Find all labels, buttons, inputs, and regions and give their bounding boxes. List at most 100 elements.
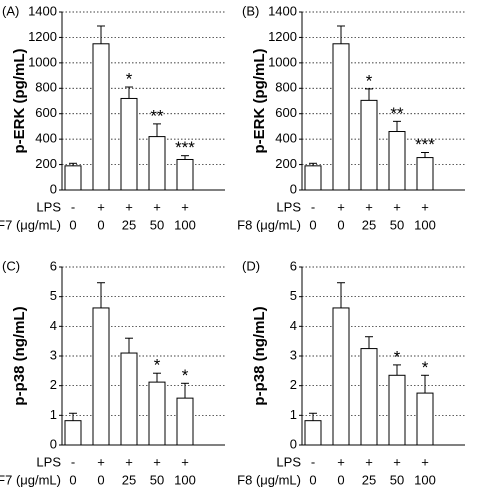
x-tick-label: 100 <box>174 472 196 487</box>
y-tick-label: 600 <box>275 105 297 120</box>
bar <box>360 99 378 191</box>
lps-label: + <box>153 454 161 469</box>
panel: (B)p-ERK (pg/mL)020040060080010001200140… <box>237 3 465 232</box>
panel-label: (B) <box>242 3 259 18</box>
y-tick-label: 5 <box>290 288 297 303</box>
y-tick-label: 1000 <box>268 54 297 69</box>
row-label: F8 (μg/mL) <box>237 472 301 487</box>
lps-label: - <box>71 454 75 469</box>
error-bar <box>337 25 345 44</box>
lps-label: + <box>421 454 429 469</box>
error-bar <box>69 162 77 166</box>
x-tick-label: 0 <box>69 217 76 232</box>
x-tick-label: 0 <box>337 217 344 232</box>
y-tick-label: 800 <box>35 80 57 95</box>
significance: * <box>422 358 429 377</box>
error-bar <box>309 412 317 421</box>
error-bar <box>153 372 161 383</box>
significance: * <box>126 69 133 88</box>
bar <box>388 374 406 446</box>
lps-label: + <box>181 454 189 469</box>
lps-label: + <box>337 199 345 214</box>
error-bar <box>393 120 401 132</box>
lps-label: + <box>365 454 373 469</box>
row-label: F7 (μg/mL) <box>0 472 61 487</box>
x-tick-label: 25 <box>362 217 376 232</box>
error-bar <box>181 382 189 399</box>
y-tick-label: 5 <box>50 288 57 303</box>
x-tick-label: 50 <box>390 472 404 487</box>
bar <box>388 131 406 191</box>
y-tick-label: 3 <box>290 347 297 362</box>
x-tick-label: 25 <box>122 217 136 232</box>
bar <box>332 43 350 191</box>
significance: * <box>394 347 401 366</box>
x-tick-label: 0 <box>69 472 76 487</box>
x-tick-label: 100 <box>174 217 196 232</box>
panel: (C)p-p38 (ng/mL)0123456-0+0+25*+50*+100L… <box>0 258 225 487</box>
y-tick-label: 0 <box>290 436 297 451</box>
bar <box>332 307 350 446</box>
lps-label: + <box>153 199 161 214</box>
y-tick-label: 6 <box>50 258 57 273</box>
significance: *** <box>415 135 435 154</box>
panel-label: (C) <box>2 258 20 273</box>
error-bar <box>69 412 77 421</box>
panel: (D)p-p38 (ng/mL)0123456-0+0+25*+50*+100L… <box>237 258 465 487</box>
y-tick-label: 1400 <box>268 3 297 18</box>
significance: ** <box>390 104 404 123</box>
lps-label: - <box>311 199 315 214</box>
lps-label: + <box>337 454 345 469</box>
x-tick-label: 50 <box>150 217 164 232</box>
y-tick-label: 1200 <box>268 29 297 44</box>
y-tick-label: 200 <box>35 156 57 171</box>
error-bar <box>309 162 317 166</box>
error-bar <box>365 88 373 101</box>
y-axis-label: p-p38 (ng/mL) <box>11 306 28 405</box>
error-bar <box>421 151 429 158</box>
bar <box>64 165 82 191</box>
row-label: LPS <box>36 199 61 214</box>
error-bar <box>97 282 105 308</box>
y-tick-label: 4 <box>290 318 297 333</box>
x-tick-label: 25 <box>122 472 136 487</box>
x-tick-label: 0 <box>337 472 344 487</box>
significance: * <box>366 71 373 90</box>
significance: * <box>182 366 189 385</box>
bar <box>304 420 322 446</box>
x-tick-label: 50 <box>150 472 164 487</box>
lps-label: + <box>125 454 133 469</box>
y-tick-label: 2 <box>50 377 57 392</box>
y-tick-label: 4 <box>50 318 57 333</box>
bar <box>92 307 110 446</box>
y-axis-label: p-ERK (pg/mL) <box>251 49 268 154</box>
y-tick-label: 1 <box>290 407 297 422</box>
y-tick-label: 400 <box>35 131 57 146</box>
bar <box>360 348 378 446</box>
bar <box>148 381 166 446</box>
x-tick-label: 0 <box>97 472 104 487</box>
row-label: LPS <box>276 199 301 214</box>
x-tick-label: 0 <box>309 472 316 487</box>
x-tick-label: 100 <box>414 217 436 232</box>
y-tick-label: 1000 <box>28 54 57 69</box>
lps-label: + <box>393 454 401 469</box>
lps-label: - <box>71 199 75 214</box>
x-tick-label: 0 <box>97 217 104 232</box>
y-tick-label: 600 <box>35 105 57 120</box>
lps-label: - <box>311 454 315 469</box>
error-bar <box>125 86 133 99</box>
error-bar <box>337 282 345 308</box>
error-bar <box>393 364 401 376</box>
bar <box>416 392 434 446</box>
bar <box>176 397 194 446</box>
bar <box>120 97 138 191</box>
lps-label: + <box>393 199 401 214</box>
y-tick-label: 400 <box>275 131 297 146</box>
y-tick-label: 0 <box>290 181 297 196</box>
bar <box>304 165 322 191</box>
bar <box>64 420 82 446</box>
x-tick-label: 100 <box>414 472 436 487</box>
panel-label: (D) <box>242 258 260 273</box>
